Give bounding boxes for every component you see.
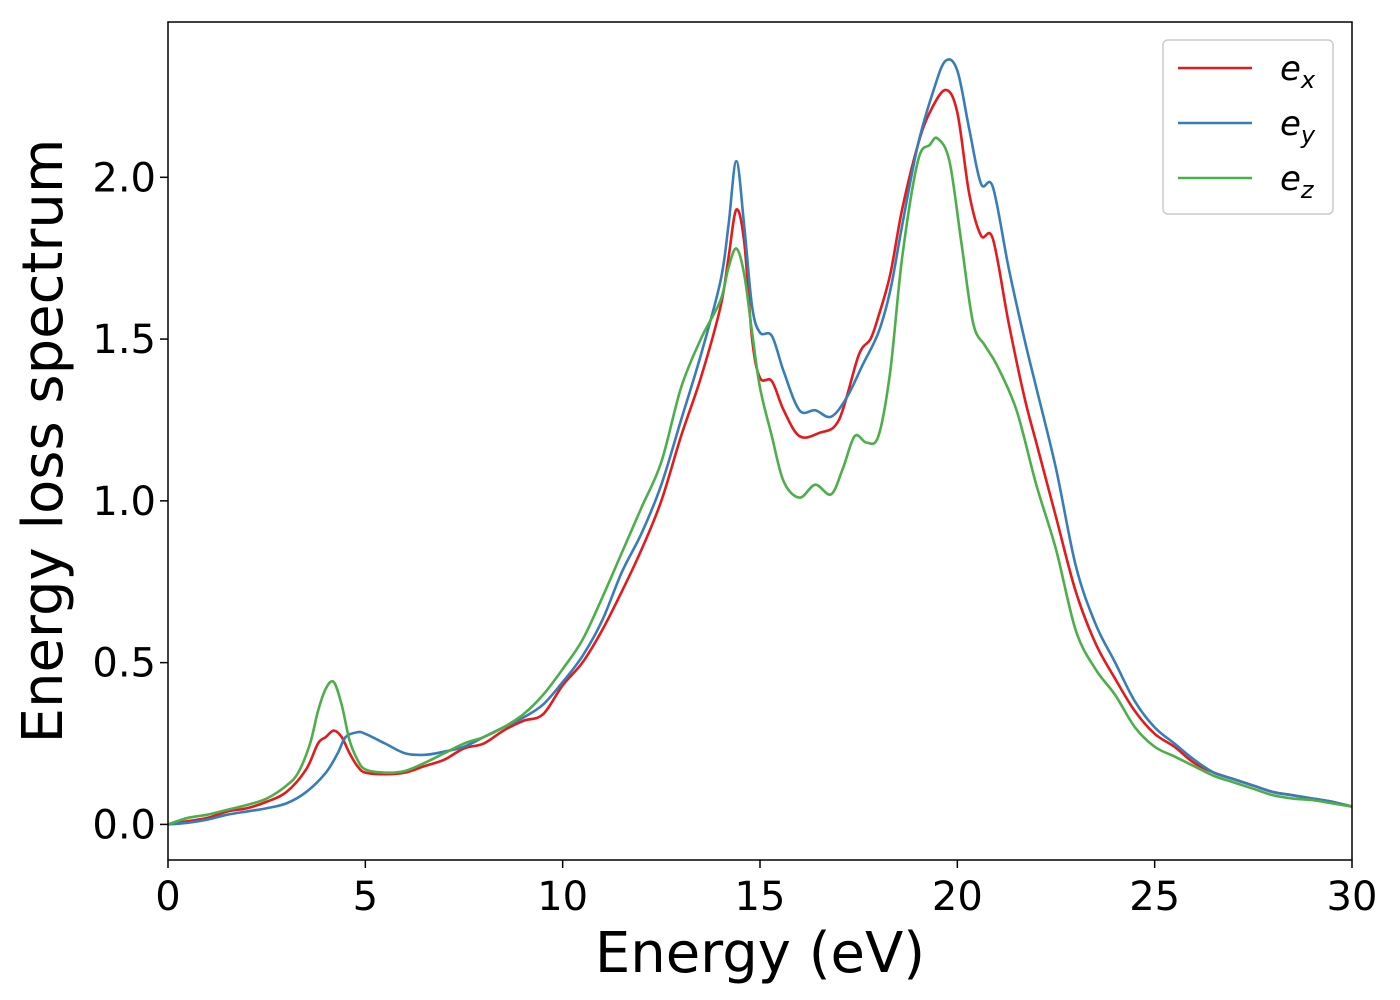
legend-label-base: e bbox=[1280, 104, 1301, 144]
y-axis-label: Energy loss spectrum bbox=[11, 139, 76, 744]
legend-label-ez: ez bbox=[1280, 159, 1315, 204]
x-tick-label: 0 bbox=[155, 874, 180, 920]
x-tick-label: 15 bbox=[735, 874, 786, 920]
legend-label-base: e bbox=[1280, 159, 1301, 199]
legend-label-ex: ex bbox=[1280, 49, 1316, 94]
legend-label-subscript: y bbox=[1300, 121, 1316, 149]
ticks-layer: 0 5 10 15 20 25 30 0.0 0.5 1.0 1.5 2.0 bbox=[92, 155, 1377, 920]
y-tick-label: 1.5 bbox=[92, 317, 156, 363]
x-tick-label: 25 bbox=[1129, 874, 1180, 920]
x-tick-label: 30 bbox=[1327, 874, 1378, 920]
y-tick-label: 0.5 bbox=[92, 641, 156, 687]
y-tick-label: 1.0 bbox=[92, 479, 156, 525]
x-tick-label: 20 bbox=[932, 874, 983, 920]
y-tick-label: 0.0 bbox=[92, 802, 156, 848]
legend-label-base: e bbox=[1280, 49, 1301, 89]
x-tick-label: 5 bbox=[353, 874, 378, 920]
legend-label-subscript: z bbox=[1300, 176, 1315, 204]
series-line-ey bbox=[168, 58, 1352, 826]
legend-label-subscript: x bbox=[1300, 66, 1316, 94]
x-tick-label: 10 bbox=[537, 874, 588, 920]
series-layer bbox=[168, 58, 1352, 826]
legend-frame bbox=[1162, 39, 1334, 215]
y-tick-label: 2.0 bbox=[92, 155, 156, 201]
x-axis-label: Energy (eV) bbox=[595, 921, 925, 986]
legend-label-ey: ey bbox=[1280, 104, 1316, 149]
series-line-ez bbox=[168, 136, 1352, 826]
